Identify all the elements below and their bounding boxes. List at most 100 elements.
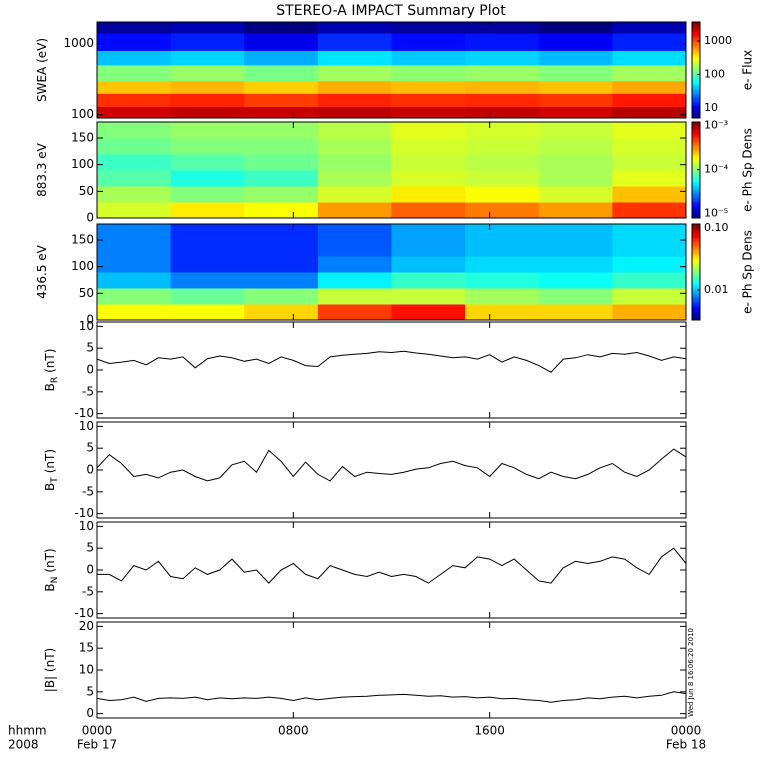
y-axis-label-main: 883.3 eV [35,142,49,197]
colorbar-strip [692,260,700,263]
colorbar-strip [692,296,700,299]
y-tick-label: 100 [71,259,94,273]
colorbar-strip [692,48,700,51]
heatmap-cell [465,106,540,119]
colorbar-strip [692,248,700,251]
heatmap-cell [317,272,392,289]
colorbar-strip [692,160,700,163]
colorbar-tick-label: 100 [704,67,725,80]
colorbar-strip [692,294,700,297]
heatmap-cell [170,240,245,257]
heatmap-cell [465,304,540,321]
colorbar-strip [692,140,700,143]
y-axis-label-sub: R [50,377,60,383]
y-axis-label-unit: (nT) [43,349,57,373]
heatmap-cell [391,170,466,187]
colorbar-tick-label: 10⁻⁵ [704,207,728,220]
heatmap-cell [391,154,466,171]
heatmap-cell [317,240,392,257]
colorbar-strip [692,216,700,219]
colorbar-strip [692,206,700,209]
colorbar-strip [692,154,700,157]
heatmap-cell [538,202,613,219]
heatmap-cell [465,80,540,94]
colorbar-strip [692,308,700,311]
heatmap-cell [170,33,245,51]
heatmap-cell [538,80,613,94]
colorbar-strip [692,126,700,129]
x-tick-label: 0000 [671,724,702,738]
heatmap-cell [317,224,392,241]
heatmap-cell [170,50,245,66]
heatmap-cell [391,304,466,321]
heatmap-cell [170,224,245,241]
y-axis-label: |B| (nT) [43,648,57,692]
colorbar-strip [692,30,700,33]
colorbar-strip [692,238,700,241]
y-tick-label: 0 [86,563,94,577]
heatmap-cell [317,80,392,94]
colorbar-strip [692,74,700,77]
heatmap-cell [538,240,613,257]
heatmap-cell [391,138,466,155]
heatmap-cell [97,304,172,321]
heatmap-cell [97,186,172,203]
colorbar-strip [692,138,700,141]
heatmap-cell [538,22,613,34]
colorbar-strip [692,24,700,27]
heatmap-cell [612,33,687,51]
heatmap-cell [612,154,687,171]
heatmap-cell [612,138,687,155]
y-tick-label: 150 [71,233,94,247]
heatmap-cell [391,202,466,219]
y-axis-label: BT (nT) [43,449,60,491]
y-tick-label: 100 [71,107,94,121]
colorbar-strip [692,54,700,57]
y-axis-label-sub: N [50,577,60,584]
heatmap-cell [170,304,245,321]
heatmap-cell [538,93,613,108]
y-axis-label-unit: (nT) [43,548,57,572]
heatmap-cell [244,33,319,51]
x-date-label: Feb 18 [666,738,706,752]
heatmap-cell [170,186,245,203]
colorbar-strip [692,302,700,305]
colorbar-strip [692,156,700,159]
heatmap-cell [391,272,466,289]
colorbar-strip [692,72,700,75]
colorbar-strip [692,98,700,101]
heatmap-cell [97,154,172,171]
colorbar-strip [692,86,700,89]
heatmap-cell [170,80,245,94]
heatmap-cell [538,256,613,273]
colorbar-tick-label: 0.10 [704,221,729,234]
heatmap-cell [612,288,687,305]
colorbar-strip [692,26,700,29]
heatmap-cell [465,22,540,34]
colorbar-strip [692,242,700,245]
colorbar-strip [692,252,700,255]
heatmap-cell [317,22,392,34]
y-axis-label: 436.5 eV [35,244,49,299]
heatmap-cell [612,170,687,187]
colorbar-strip [692,170,700,173]
colorbar-strip [692,246,700,249]
colorbar-strip [692,298,700,301]
heatmap-cell [97,22,172,34]
y-tick-label: 15 [79,641,94,655]
colorbar-strip [692,312,700,315]
heatmap-cell [244,288,319,305]
y-tick-label: 0 [86,313,94,327]
heatmap-cell [244,272,319,289]
y-axis-label-main: |B| (nT) [43,648,57,692]
colorbar-strip [692,282,700,285]
heatmap-cell [391,80,466,94]
colorbar-strip [692,146,700,149]
heatmap-cell [465,186,540,203]
colorbar-strip [692,168,700,171]
heatmap-cell [612,304,687,321]
colorbar-strip [692,284,700,287]
colorbar-strip [692,68,700,71]
colorbar-strip [692,42,700,45]
y-tick-label: -5 [82,484,94,498]
